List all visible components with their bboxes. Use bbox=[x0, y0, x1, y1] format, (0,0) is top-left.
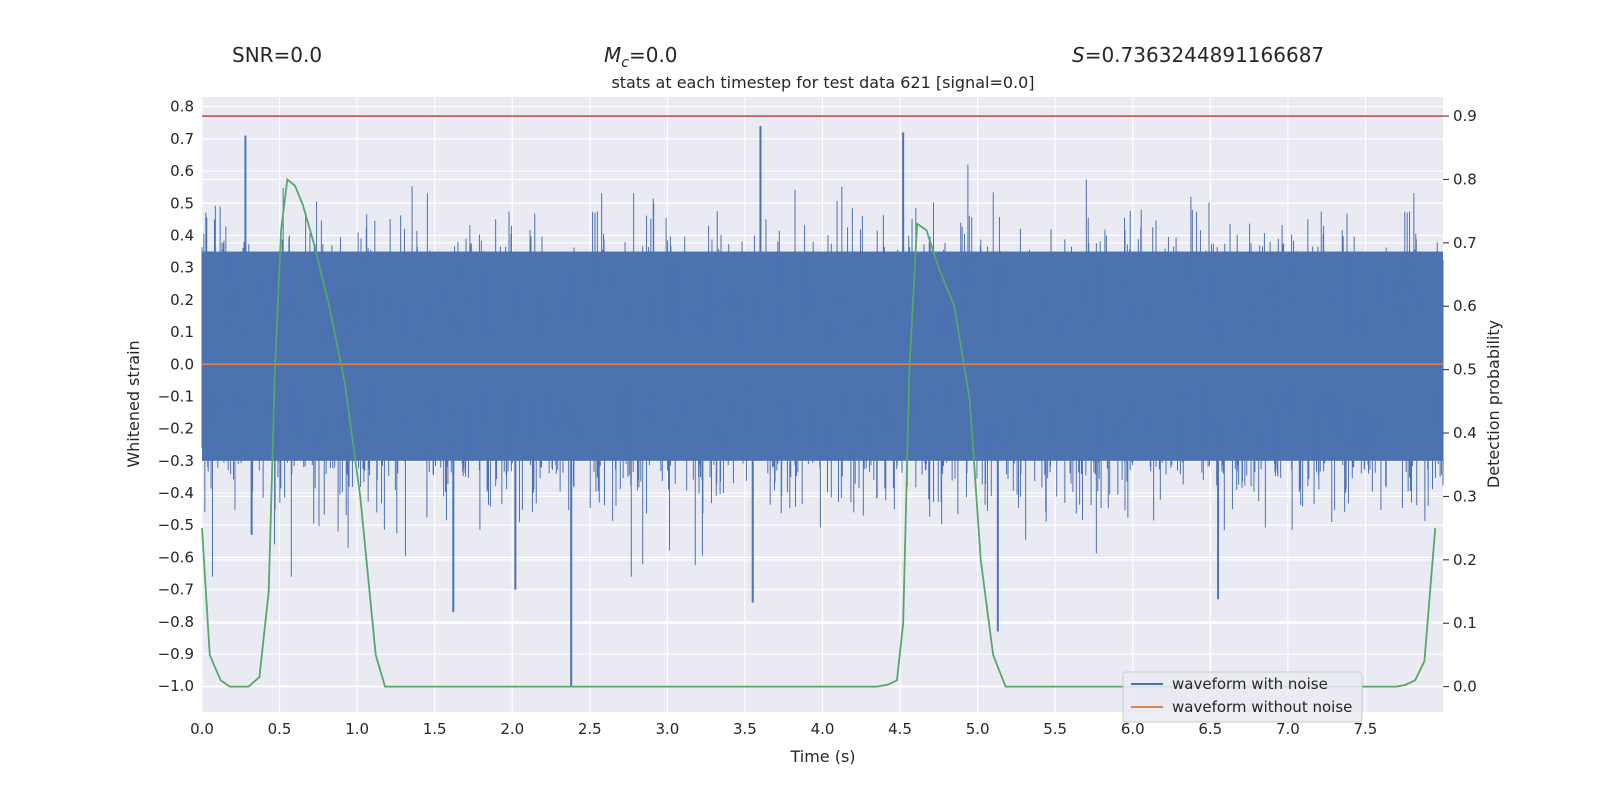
y-tick-label: 0.2 bbox=[170, 291, 194, 309]
y-tick-label: 0.3 bbox=[170, 259, 194, 277]
legend-label-clean: waveform without noise bbox=[1172, 698, 1352, 716]
y-tick-label: 0.4 bbox=[170, 226, 194, 244]
x-tick-label: 3.5 bbox=[733, 720, 757, 738]
s-stat: S=0.7363244891166687 bbox=[1072, 43, 1324, 67]
x-tick-label: 2.0 bbox=[500, 720, 524, 738]
y-tick-label: 0.5 bbox=[170, 194, 194, 212]
y-tick-label: −0.5 bbox=[158, 516, 194, 534]
y-tick-label: 0.7 bbox=[170, 130, 194, 148]
y-tick-label: 0.6 bbox=[170, 162, 194, 180]
series-layer bbox=[201, 115, 1444, 688]
y2-tick-label: 0.5 bbox=[1453, 361, 1477, 379]
y2-tick-label: 0.8 bbox=[1453, 170, 1477, 188]
x-tick-label: 5.5 bbox=[1043, 720, 1067, 738]
y-tick-label: −1.0 bbox=[158, 677, 194, 695]
y-axis-label: Whitened strain bbox=[124, 340, 143, 467]
x-tick-label: 5.0 bbox=[966, 720, 990, 738]
x-tick-label: 7.5 bbox=[1354, 720, 1378, 738]
y-tick-label: −0.4 bbox=[158, 484, 194, 502]
x-tick-label: 6.5 bbox=[1198, 720, 1222, 738]
x-axis-label: Time (s) bbox=[789, 747, 855, 766]
series-line-2 bbox=[201, 177, 1437, 688]
y2-tick-labels: 0.9 0.8 0.7 0.6 0.5 0.4 0.3 0.2 0.1 0.0 bbox=[1443, 107, 1477, 696]
x-tick-label: 0.5 bbox=[268, 720, 292, 738]
y-tick-label: −0.2 bbox=[158, 420, 194, 438]
y-tick-label: −0.6 bbox=[158, 548, 194, 566]
x-tick-label: 6.0 bbox=[1121, 720, 1145, 738]
y-tick-label: −0.8 bbox=[158, 613, 194, 631]
x-tick-label: 3.0 bbox=[655, 720, 679, 738]
y2-tick-label: 0.0 bbox=[1453, 678, 1477, 696]
y-tick-label: −0.1 bbox=[158, 387, 194, 405]
y-tick-label: −0.3 bbox=[158, 452, 194, 470]
y2-tick-label: 0.4 bbox=[1453, 424, 1477, 442]
y-tick-label: 0.0 bbox=[170, 355, 194, 373]
x-tick-label: 2.5 bbox=[578, 720, 602, 738]
y-tick-label: −0.7 bbox=[158, 581, 194, 599]
x-tick-label: 1.0 bbox=[345, 720, 369, 738]
y2-tick-label: 0.1 bbox=[1453, 614, 1477, 632]
y-tick-labels: 0.8 0.7 0.6 0.5 0.4 0.3 0.2 0.1 0.0 −0.1 −0.2 −0.3 −… bbox=[158, 98, 194, 696]
legend-box bbox=[1122, 671, 1363, 723]
y2-tick-label: 0.6 bbox=[1453, 297, 1477, 315]
mc-stat: Mc=0.0 bbox=[604, 43, 678, 71]
y2-tick-label: 0.9 bbox=[1453, 107, 1477, 125]
legend-label-noise: waveform with noise bbox=[1172, 675, 1328, 693]
y2-tick-label: 0.7 bbox=[1453, 234, 1477, 252]
legend: waveform with noise waveform without noi… bbox=[1122, 671, 1363, 723]
snr-stat: SNR=0.0 bbox=[232, 43, 322, 67]
y-tick-label: −0.9 bbox=[158, 645, 194, 663]
chart-title: stats at each timestep for test data 621… bbox=[611, 73, 1034, 92]
y-tick-label: 0.1 bbox=[170, 323, 194, 341]
y2-axis-label: Detection probability bbox=[1484, 320, 1503, 488]
x-tick-label: 4.5 bbox=[888, 720, 912, 738]
x-tick-label: 4.0 bbox=[811, 720, 835, 738]
x-tick-label: 1.5 bbox=[423, 720, 447, 738]
x-tick-label: 0.0 bbox=[190, 720, 214, 738]
y-tick-label: 0.8 bbox=[170, 98, 194, 116]
x-tick-labels: 0.0 0.5 1.0 1.5 2.0 2.5 3.0 3.5 4.0 4.5 5.0 5.5 6.0 6… bbox=[190, 720, 1377, 738]
y2-tick-label: 0.2 bbox=[1453, 551, 1477, 569]
x-tick-label: 7.0 bbox=[1276, 720, 1300, 738]
y2-tick-label: 0.3 bbox=[1453, 487, 1477, 505]
